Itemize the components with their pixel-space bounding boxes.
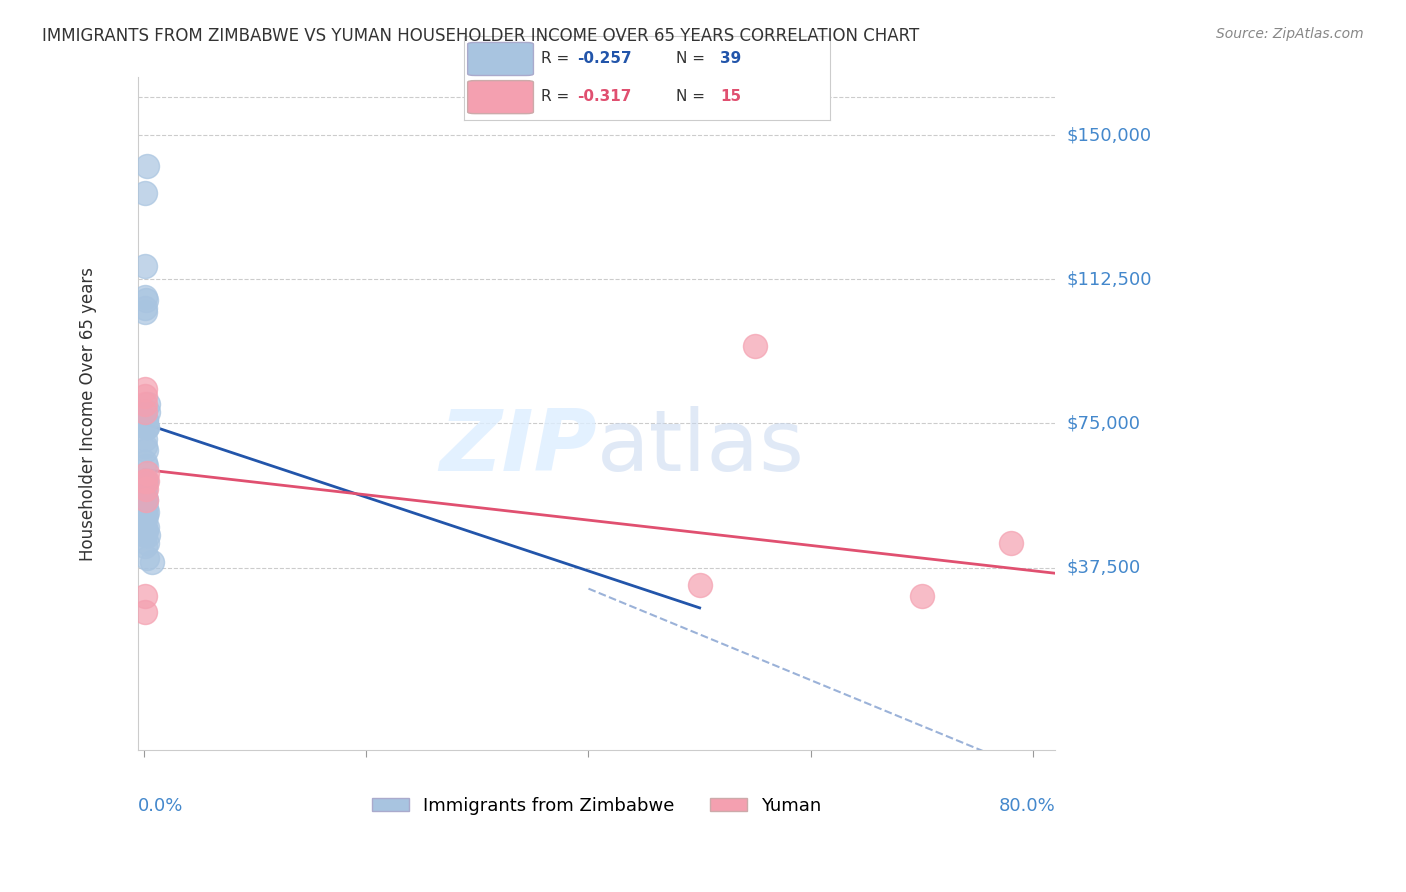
Point bbox=[135, 524, 157, 538]
Point bbox=[134, 389, 156, 403]
Point bbox=[134, 439, 156, 453]
FancyBboxPatch shape bbox=[468, 43, 533, 76]
Text: 39: 39 bbox=[720, 51, 741, 66]
Point bbox=[744, 339, 766, 353]
Point bbox=[134, 382, 156, 396]
Point bbox=[136, 520, 159, 534]
Text: $37,500: $37,500 bbox=[1067, 558, 1140, 576]
Point bbox=[134, 301, 156, 315]
Text: R =: R = bbox=[541, 51, 574, 66]
Point bbox=[135, 458, 157, 473]
Point bbox=[135, 493, 157, 508]
Point bbox=[134, 405, 156, 419]
Legend: Immigrants from Zimbabwe, Yuman: Immigrants from Zimbabwe, Yuman bbox=[366, 789, 828, 822]
Point bbox=[134, 455, 156, 469]
Point bbox=[911, 590, 934, 604]
Point bbox=[134, 520, 156, 534]
Point bbox=[134, 186, 156, 200]
Point bbox=[135, 293, 157, 308]
Point bbox=[134, 605, 156, 619]
Point bbox=[141, 555, 163, 569]
Point bbox=[134, 289, 156, 303]
Point bbox=[135, 500, 157, 515]
Point bbox=[136, 474, 159, 488]
Point bbox=[135, 493, 157, 508]
Point bbox=[136, 397, 159, 411]
Text: N =: N = bbox=[676, 51, 710, 66]
Text: IMMIGRANTS FROM ZIMBABWE VS YUMAN HOUSEHOLDER INCOME OVER 65 YEARS CORRELATION C: IMMIGRANTS FROM ZIMBABWE VS YUMAN HOUSEH… bbox=[42, 27, 920, 45]
Point bbox=[134, 497, 156, 511]
Text: atlas: atlas bbox=[596, 406, 804, 489]
Point bbox=[135, 508, 157, 523]
Text: 80.0%: 80.0% bbox=[998, 797, 1056, 815]
Point bbox=[136, 550, 159, 565]
Text: 15: 15 bbox=[720, 89, 741, 104]
Point bbox=[136, 535, 159, 549]
Point bbox=[134, 397, 156, 411]
Text: -0.257: -0.257 bbox=[578, 51, 631, 66]
Text: $150,000: $150,000 bbox=[1067, 126, 1152, 145]
Point bbox=[134, 482, 156, 496]
Point bbox=[136, 405, 159, 419]
Point bbox=[136, 467, 159, 481]
Point bbox=[134, 474, 156, 488]
Text: -0.317: -0.317 bbox=[578, 89, 631, 104]
Point bbox=[136, 420, 159, 434]
Point bbox=[135, 474, 157, 488]
Point bbox=[135, 482, 157, 496]
Point bbox=[136, 420, 159, 434]
Point bbox=[134, 305, 156, 319]
Point bbox=[135, 412, 157, 426]
Point bbox=[136, 159, 159, 173]
Text: $112,500: $112,500 bbox=[1067, 270, 1152, 288]
Point bbox=[136, 505, 159, 519]
Point bbox=[689, 578, 711, 592]
Text: N =: N = bbox=[676, 89, 710, 104]
Text: R =: R = bbox=[541, 89, 574, 104]
Point bbox=[134, 259, 156, 273]
Point bbox=[134, 432, 156, 446]
Point bbox=[135, 420, 157, 434]
Point bbox=[135, 412, 157, 426]
Point bbox=[1000, 535, 1022, 549]
FancyBboxPatch shape bbox=[468, 80, 533, 113]
Point bbox=[134, 528, 156, 542]
Point bbox=[134, 512, 156, 526]
Text: $75,000: $75,000 bbox=[1067, 415, 1140, 433]
Point bbox=[134, 490, 156, 504]
Point bbox=[136, 528, 159, 542]
Text: 0.0%: 0.0% bbox=[138, 797, 184, 815]
Text: ZIP: ZIP bbox=[439, 406, 596, 489]
Point bbox=[134, 474, 156, 488]
Point bbox=[134, 540, 156, 554]
Point bbox=[134, 490, 156, 504]
Point bbox=[135, 443, 157, 458]
Text: Householder Income Over 65 years: Householder Income Over 65 years bbox=[79, 267, 97, 561]
Point bbox=[134, 590, 156, 604]
Text: Source: ZipAtlas.com: Source: ZipAtlas.com bbox=[1216, 27, 1364, 41]
